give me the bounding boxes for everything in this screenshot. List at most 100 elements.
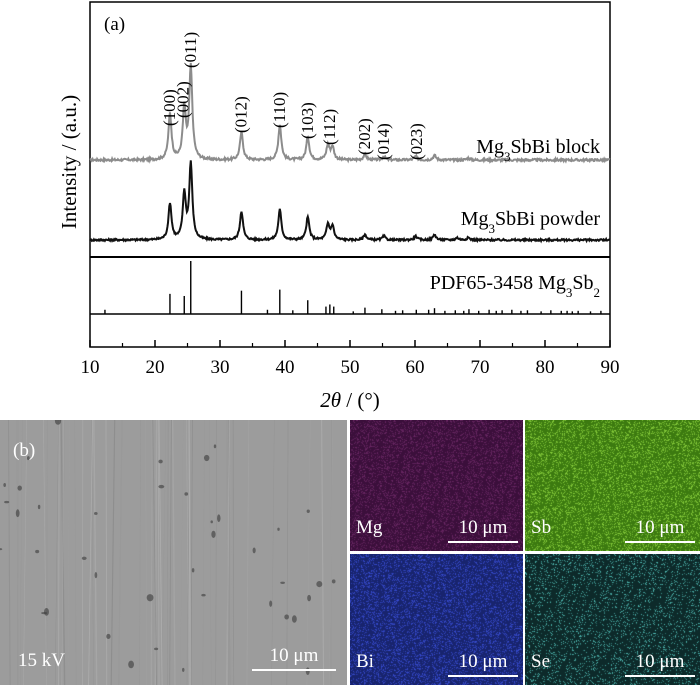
x-axis-label: 2θ / (°) — [320, 388, 380, 412]
sb-scale-text: 10 μm — [635, 517, 685, 538]
hkl-annotation: (012) — [231, 96, 250, 133]
mg-scale-bar: 10 μm — [448, 517, 518, 543]
hkl-annotation: (100) — [160, 89, 179, 126]
sem-streak — [161, 420, 167, 685]
x-tick-label: 60 — [406, 357, 425, 378]
sem-defect — [307, 594, 311, 602]
powder-series-label-main: Mg — [461, 208, 489, 230]
sb-label: Sb — [531, 517, 552, 538]
hkl-annotation: (110) — [270, 92, 289, 128]
sem-streak — [61, 420, 65, 685]
panel-b-label: (b) — [13, 440, 36, 461]
plot-frame — [89, 1, 611, 348]
sem-defect — [54, 420, 62, 425]
sem-streak — [19, 420, 23, 685]
sem-streak — [105, 420, 108, 685]
bi-label: Bi — [356, 651, 374, 672]
sem-defect — [158, 459, 163, 464]
x-tick-label: 50 — [341, 357, 360, 378]
sem-scale-line — [252, 669, 336, 671]
mg-scale-line — [448, 541, 518, 543]
sem-streak — [271, 420, 275, 685]
sem-streak — [286, 420, 289, 685]
sem-streak — [190, 420, 193, 685]
bi-scale-line — [448, 675, 518, 677]
sem-defect — [81, 556, 87, 560]
sem-streak — [215, 420, 217, 685]
sem-defect — [331, 579, 336, 584]
xrd-panel: (a) Mg3SbBi block Mg3SbBi powder PDF65-34… — [57, 1, 620, 412]
reference-label-rest: Sb — [572, 272, 593, 294]
reference-label-sub: 3 — [566, 285, 573, 300]
sem-scale-text: 10 μm — [269, 645, 319, 666]
sem-streak — [41, 420, 46, 685]
sem-defect — [0, 548, 3, 551]
x-tick-label: 40 — [276, 357, 295, 378]
sb-map: Sb 10 μm — [525, 420, 700, 551]
sem-streak — [172, 420, 176, 685]
sem-streak — [67, 420, 70, 685]
sb-map-texture — [525, 420, 700, 551]
sem-defect — [94, 572, 98, 579]
sem-defect — [35, 549, 40, 554]
x-axis-unit: / (°) — [341, 388, 380, 412]
block-series-label-rest: SbBi block — [511, 136, 600, 158]
microscopy-panel: (b) 15 kV 10 μm Mg 10 μm Sb 10 μm Bi 10 … — [0, 420, 700, 685]
sem-defect — [211, 530, 216, 538]
x-tick-label: 10 — [81, 357, 100, 378]
se-label: Se — [531, 651, 550, 672]
sem-defect — [252, 547, 256, 554]
sem-defect — [184, 492, 189, 496]
sem-streak — [225, 420, 229, 685]
sem-defect — [191, 568, 195, 573]
mg-scale-text: 10 μm — [458, 517, 508, 538]
sem-streak — [173, 420, 178, 685]
sem-streak — [169, 420, 172, 685]
sem-defect — [158, 484, 165, 489]
sem-defect — [217, 514, 221, 523]
powder-series-label-rest: SbBi powder — [495, 208, 600, 230]
hkl-annotation: (023) — [407, 123, 426, 160]
sem-streak — [43, 420, 47, 685]
sem-streak — [229, 420, 234, 685]
sem-streak — [118, 420, 123, 685]
sem-streak — [199, 420, 204, 685]
reference-label-sub2: 2 — [594, 285, 601, 300]
sem-defect — [316, 580, 323, 588]
sem-defect — [269, 600, 273, 607]
sem-streak — [158, 420, 163, 685]
bi-scale-bar: 10 μm — [448, 651, 518, 677]
sem-defect — [203, 454, 210, 462]
sem-defect — [94, 511, 98, 515]
sem-defect — [306, 509, 310, 514]
block-series-label-sub: 3 — [504, 149, 511, 164]
bi-map-texture — [350, 554, 523, 685]
hkl-annotation: (011) — [181, 32, 200, 68]
sb-scale-bar: 10 μm — [625, 517, 695, 543]
sem-streak — [188, 420, 191, 685]
sem-streak — [321, 420, 325, 685]
sem-defect — [3, 483, 6, 487]
x-tick-label: 70 — [471, 357, 490, 378]
sem-defect — [284, 614, 289, 620]
sem-defect — [17, 485, 22, 491]
mg-label: Mg — [356, 517, 383, 538]
hkl-annotation: (002) — [174, 81, 193, 118]
sem-streak — [145, 420, 148, 685]
x-tick-label: 80 — [536, 357, 555, 378]
x-axis-var: 2θ — [320, 388, 341, 412]
bi-scale-text: 10 μm — [458, 651, 508, 672]
sem-image: (b) 15 kV 10 μm — [0, 420, 347, 685]
block-series-label: Mg3SbBi block — [476, 136, 600, 164]
sem-defect — [154, 647, 159, 651]
sem-defect — [201, 593, 206, 597]
sem-defect — [213, 444, 217, 449]
sem-defect — [26, 456, 30, 461]
sem-streak — [54, 420, 59, 685]
hkl-annotation: (112) — [320, 109, 339, 145]
sem-streak — [110, 420, 116, 685]
sem-scale-bar: 10 μm — [252, 645, 336, 671]
hkl-annotation: (014) — [374, 123, 393, 160]
sem-streak — [7, 420, 11, 685]
